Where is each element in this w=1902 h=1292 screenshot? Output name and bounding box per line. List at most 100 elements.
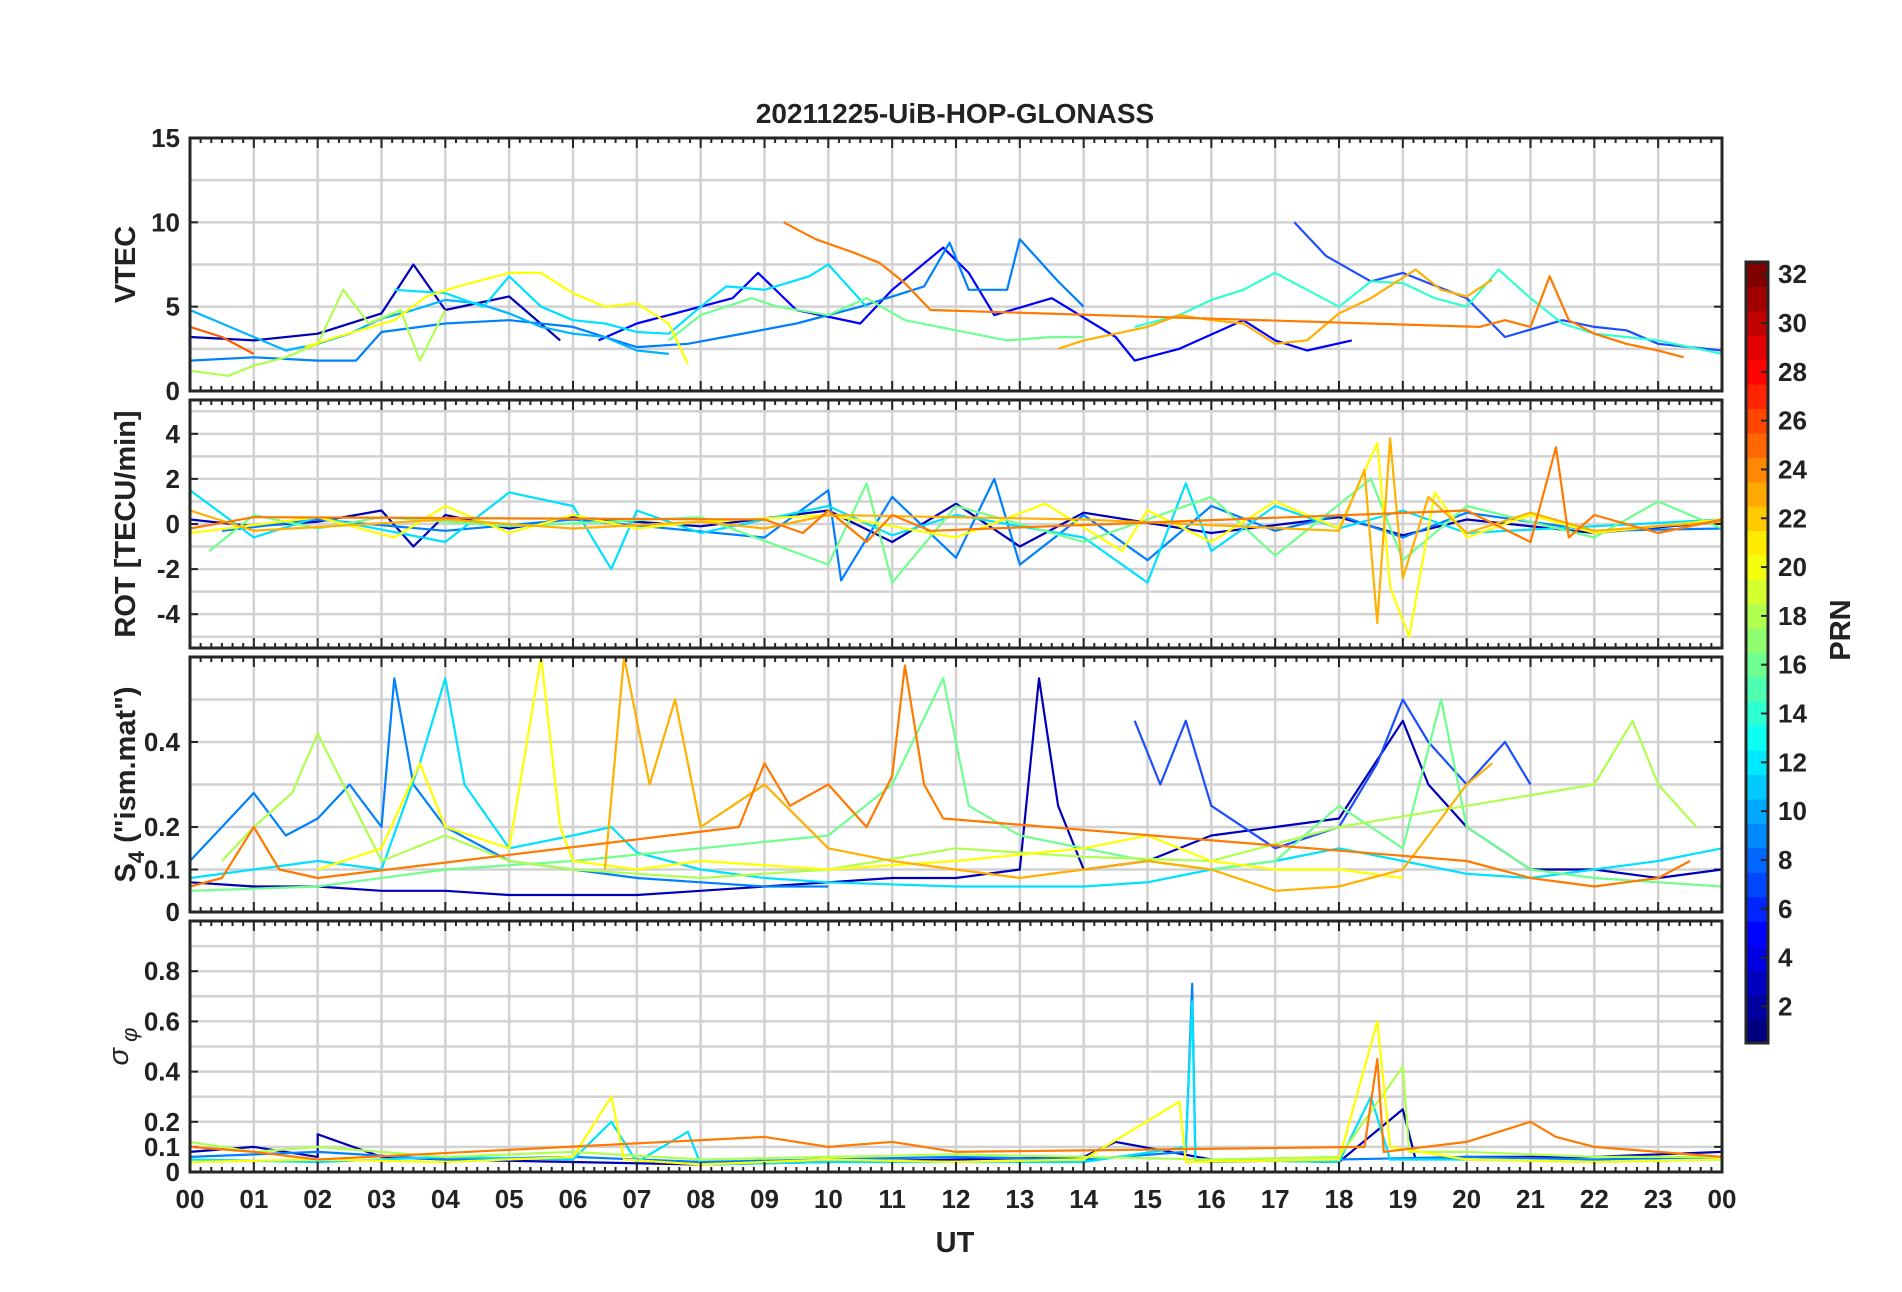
colorbar-tick-label: 10: [1778, 796, 1807, 826]
y-tick-label: 4: [166, 419, 181, 449]
y-tick-label: -2: [157, 554, 180, 584]
panel-3: 00.10.20.4S4 ("ism.mat"): [110, 655, 1724, 927]
series-line-prn-20: [317, 657, 1403, 880]
colorbar-segment: [1746, 310, 1768, 336]
colorbar-tick-label: 20: [1778, 552, 1807, 582]
x-tick-label: 12: [942, 1184, 971, 1214]
y-tick-label: 0.2: [144, 812, 180, 842]
x-tick-label: 00: [1708, 1184, 1737, 1214]
x-tick-label: 04: [431, 1184, 460, 1214]
series-line-prn-24: [190, 1057, 1722, 1161]
y-tick-label: 0.6: [144, 1006, 180, 1036]
colorbar-segment: [1746, 725, 1768, 751]
colorbar-segment: [1746, 774, 1768, 800]
y-tick-label: 0: [166, 376, 180, 406]
series-line-prn-2: [190, 677, 1722, 897]
colorbar-segment: [1746, 579, 1768, 605]
x-tick-label: 20: [1452, 1184, 1481, 1214]
colorbar-segment: [1746, 920, 1768, 946]
y-tick-label: 0: [166, 897, 180, 927]
x-tick-label: 23: [1644, 1184, 1673, 1214]
y-tick-label: 10: [151, 207, 180, 237]
colorbar-tick-label: 16: [1778, 650, 1807, 680]
y-tick-label: 15: [151, 123, 180, 153]
colorbar-segment: [1746, 432, 1768, 458]
series-line-prn-4: [598, 246, 1353, 362]
x-tick-label: 05: [495, 1184, 524, 1214]
series-line-prn-12: [394, 263, 868, 335]
series-line-prn-22: [603, 657, 1493, 892]
colorbar-segment: [1746, 554, 1768, 580]
colorbar-segment: [1746, 457, 1768, 483]
series-line-prn-8: [190, 238, 1085, 362]
colorbar-segment: [1746, 945, 1768, 971]
colorbar-tick-label: 8: [1778, 845, 1792, 875]
series-line-prn-6: [1133, 698, 1532, 850]
y-tick-label: 0.8: [144, 956, 180, 986]
colorbar-segment: [1746, 823, 1768, 849]
x-tick-label: 15: [1133, 1184, 1162, 1214]
colorbar-segment: [1746, 530, 1768, 556]
series-group: [190, 221, 1722, 377]
colorbar-segment: [1746, 603, 1768, 629]
colorbar-tick-label: 6: [1778, 894, 1792, 924]
series-line-prn-6: [1293, 221, 1722, 352]
series-group: [190, 982, 1722, 1166]
y-tick-label: 0.4: [144, 1057, 181, 1087]
x-tick-label: 00: [176, 1184, 205, 1214]
series-line-prn-16: [190, 677, 1722, 892]
colorbar-tick-label: 26: [1778, 406, 1807, 436]
y-axis-label: S4 ("ism.mat"): [110, 686, 149, 882]
colorbar-segment: [1746, 896, 1768, 922]
colorbar-segment: [1746, 506, 1768, 532]
series-line-prn-22: [1057, 268, 1493, 350]
series-line-prn-16: [668, 297, 1084, 342]
series-line-prn-20: [304, 271, 689, 365]
colorbar-segment: [1746, 847, 1768, 873]
colorbar-tick-label: 12: [1778, 747, 1807, 777]
series-group: [190, 437, 1722, 638]
x-tick-label: 09: [750, 1184, 779, 1214]
y-axis-label: σ φ: [103, 1028, 142, 1066]
series-line-prn-14: [1134, 268, 1722, 355]
y-axis-label-rest: ("ism.mat"): [110, 686, 142, 850]
colorbar-segment: [1746, 652, 1768, 678]
x-tick-label: 18: [1325, 1184, 1354, 1214]
y-axis-label-sub: φ: [117, 1028, 142, 1048]
colorbar-tick-label: 22: [1778, 503, 1807, 533]
colorbar-label: PRN: [1825, 599, 1857, 660]
y-tick-label: -4: [157, 599, 181, 629]
x-tick-label: 19: [1388, 1184, 1417, 1214]
series-line-prn-26: [190, 325, 255, 355]
y-axis-label-sub: 4: [124, 850, 149, 863]
y-axis-label: ROT [TECU/min]: [110, 410, 142, 637]
series-line-prn-18: [190, 288, 447, 377]
x-tick-label: 01: [239, 1184, 268, 1214]
x-tick-label: 02: [303, 1184, 332, 1214]
y-tick-label: 0: [166, 1157, 180, 1187]
colorbar-segment: [1746, 335, 1768, 361]
y-axis-label-main: S: [110, 863, 142, 882]
x-tick-label: 10: [814, 1184, 843, 1214]
y-tick-label: 0: [166, 509, 180, 539]
colorbar-tick-label: 2: [1778, 991, 1792, 1021]
series-line-prn-24: [783, 221, 1684, 359]
panel-2: -4 -2 0 2 4 ROT [TECU/min]: [110, 398, 1724, 650]
x-tick-label: 11: [878, 1184, 906, 1214]
colorbar-segment: [1746, 872, 1768, 898]
panel-4: 00.10.2 0.4 0.6 0.8 σ φ: [103, 919, 1724, 1187]
colorbar-segment: [1746, 262, 1768, 288]
colorbar-frame: [1744, 260, 1770, 1045]
y-tick-label: 0.4: [144, 727, 181, 757]
series-line-prn-24: [190, 664, 1691, 888]
colorbar-segment: [1746, 969, 1768, 995]
panel-frame: [188, 655, 1724, 914]
panel-frame: [188, 136, 1724, 393]
colorbar-segment: [1746, 359, 1768, 385]
colorbar-tick-label: 4: [1778, 943, 1793, 973]
y-tick-label: 5: [166, 292, 180, 322]
colorbar-tick-label: 30: [1778, 308, 1807, 338]
y-axis-label-main: σ: [103, 1046, 135, 1065]
